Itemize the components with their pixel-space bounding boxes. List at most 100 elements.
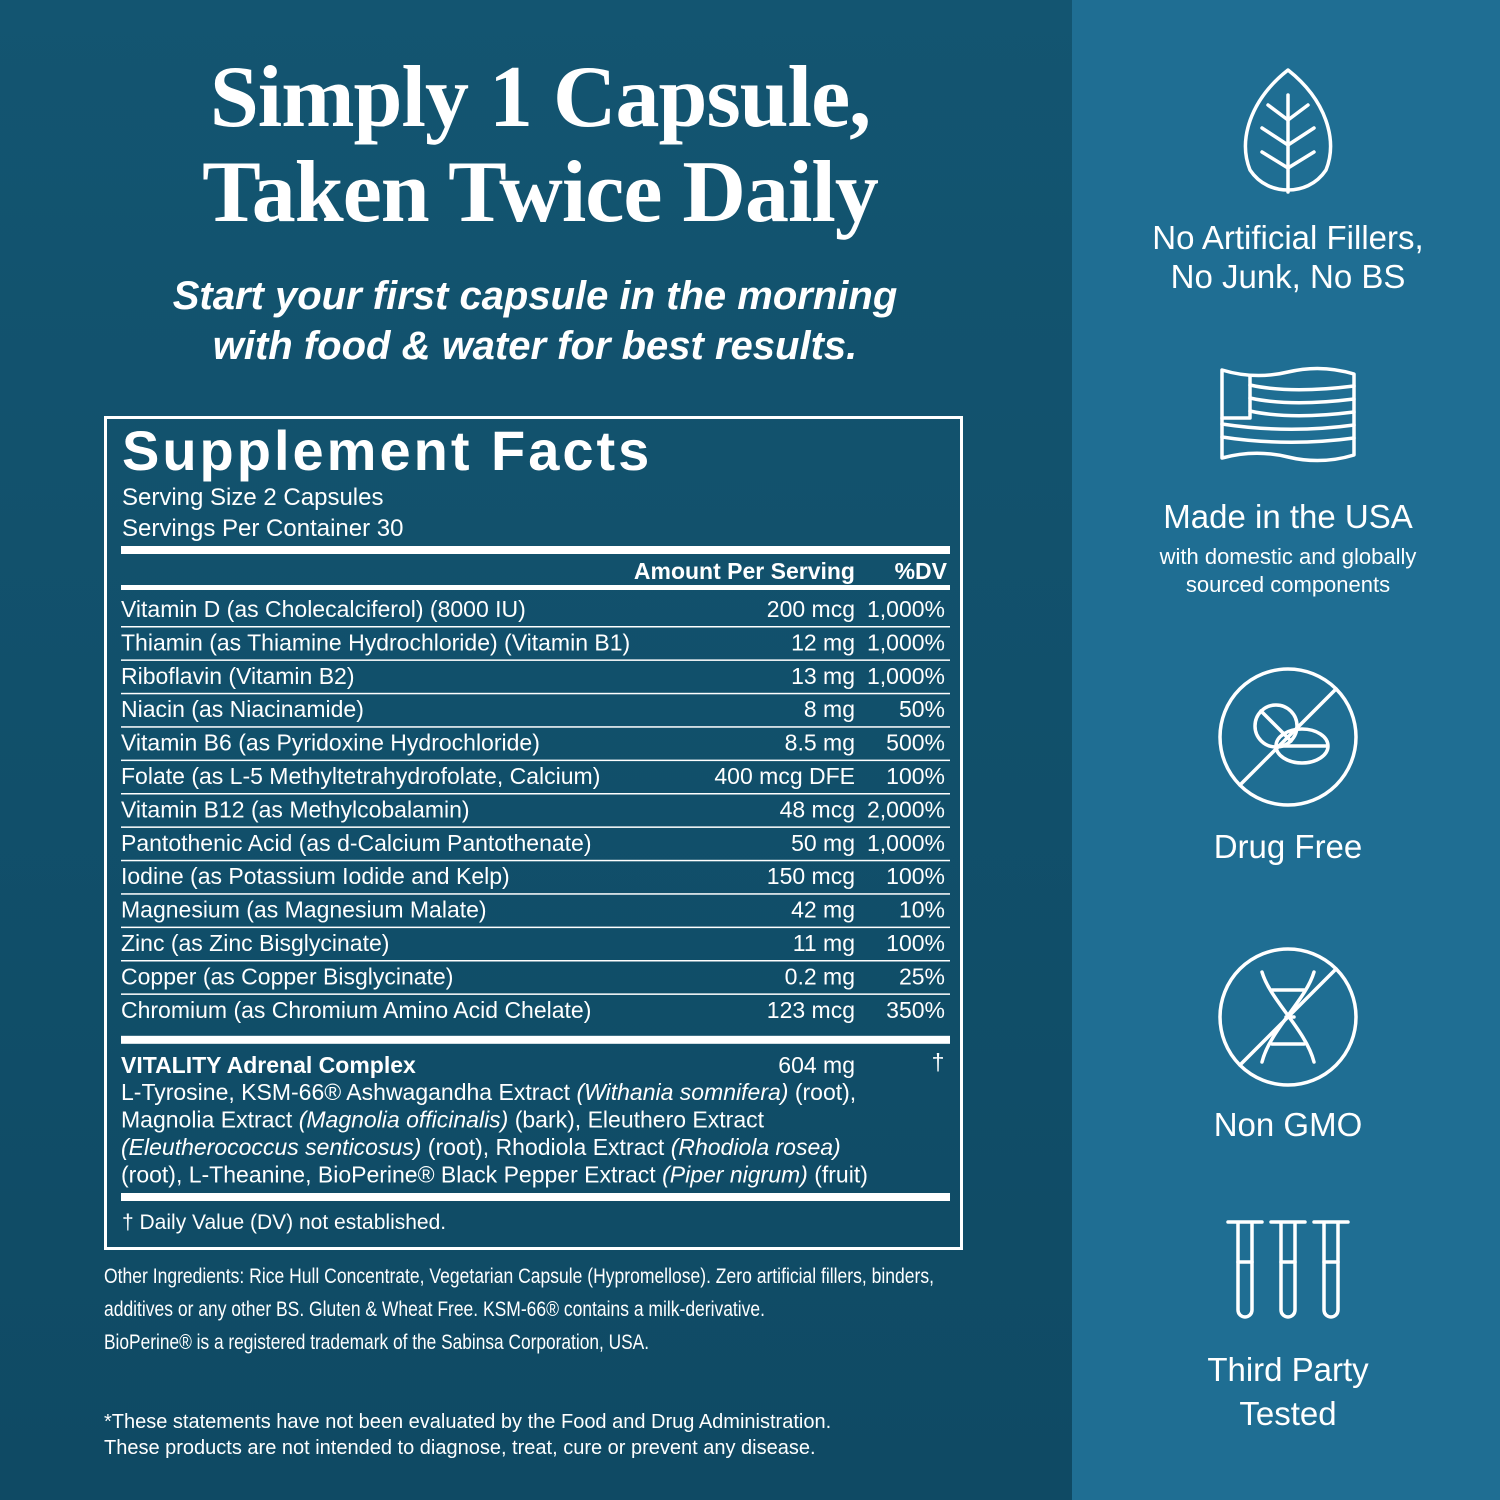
- divider: [121, 759, 950, 762]
- nutrient-dv: 50%: [899, 696, 945, 722]
- headline: Taken Twice Daily: [202, 144, 879, 241]
- divider: [121, 960, 950, 962]
- nutrient-name: Vitamin B6 (as Pyridoxine Hydrochloride): [121, 730, 540, 756]
- feature-subtitle: with domestic and globally: [1159, 544, 1417, 569]
- nutrient-amount: 150 mcg: [767, 863, 855, 889]
- feature-title: Non GMO: [1214, 1106, 1363, 1143]
- nutrient-amount: 11 mg: [793, 930, 855, 956]
- divider: [121, 993, 950, 995]
- description-segment: (Piper nigrum): [662, 1162, 808, 1188]
- feature-title: Tested: [1239, 1395, 1336, 1432]
- flag-icon: [1220, 366, 1356, 463]
- description-segment: (fruit): [808, 1162, 868, 1188]
- divider: [121, 692, 950, 695]
- test-tubes-icon: [1226, 1220, 1350, 1319]
- nutrient-dv: 1,000%: [867, 830, 945, 856]
- nutrient-amount: 48 mcg: [780, 796, 855, 822]
- nutrient-amount: 400 mcg DFE: [714, 763, 855, 789]
- nutrient-name: Zinc (as Zinc Bisglycinate): [121, 930, 389, 956]
- complex-description: L-Tyrosine, KSM-66® Ashwagandha Extract …: [121, 1079, 856, 1105]
- footnote: † Daily Value (DV) not established.: [122, 1211, 446, 1234]
- other-ingredients: Other Ingredients: Rice Hull Concentrate…: [104, 1265, 934, 1288]
- nutrient-name: Magnesium (as Magnesium Malate): [121, 897, 487, 923]
- complex-description: Magnolia Extract (Magnolia officinalis) …: [121, 1107, 765, 1133]
- description-segment: (Eleutherococcus senticosus): [121, 1134, 421, 1160]
- nutrient-name: Riboflavin (Vitamin B2): [121, 663, 355, 689]
- divider: [121, 793, 950, 795]
- divider: [121, 585, 950, 590]
- nutrient-amount: 42 mg: [791, 897, 855, 923]
- nutrient-amount: 50 mg: [791, 830, 855, 856]
- complex-description: (root), L-Theanine, BioPerine® Black Pep…: [121, 1162, 868, 1188]
- nutrient-dv: 25%: [899, 963, 945, 989]
- divider: [121, 546, 950, 554]
- feature-title: No Junk, No BS: [1171, 258, 1406, 295]
- non-gmo-icon: [1218, 947, 1358, 1087]
- amount-header: Amount Per Serving: [634, 558, 855, 584]
- nutrient-name: Pantothenic Acid (as d-Calcium Pantothen…: [121, 830, 592, 856]
- divider: [121, 1193, 950, 1201]
- other-ingredients: additives or any other BS. Gluten & Whea…: [104, 1298, 765, 1321]
- subhead: with food & water for best results.: [213, 324, 858, 368]
- nutrient-dv: 1,000%: [867, 663, 945, 689]
- nutrient-dv: 100%: [886, 930, 945, 956]
- feature-title: Made in the USA: [1163, 498, 1412, 535]
- disclaimer: *These statements have not been evaluate…: [104, 1411, 831, 1433]
- divider: [121, 859, 950, 862]
- divider: [121, 726, 950, 728]
- description-segment: (root), Rhodiola Extract: [421, 1134, 670, 1160]
- nutrient-dv: 500%: [886, 730, 945, 756]
- complex-amount: 604 mg: [778, 1052, 855, 1078]
- nutrient-dv: 350%: [886, 997, 945, 1023]
- nutrient-name: Copper (as Copper Bisglycinate): [121, 963, 453, 989]
- nutrient-amount: 0.2 mg: [785, 963, 855, 989]
- facts-title: Supplement Facts: [122, 419, 652, 482]
- nutrient-name: Folate (as L-5 Methyltetrahydrofolate, C…: [121, 763, 600, 789]
- description-segment: Magnolia Extract: [121, 1107, 299, 1133]
- complex-description: (Eleutherococcus senticosus) (root), Rho…: [121, 1134, 841, 1160]
- drug-free-icon: [1218, 667, 1358, 807]
- feature-title: No Artificial Fillers,: [1152, 219, 1423, 256]
- nutrient-amount: 8.5 mg: [785, 730, 855, 756]
- nutrient-name: Niacin (as Niacinamide): [121, 696, 364, 722]
- divider: [121, 626, 950, 628]
- nutrient-name: Thiamin (as Thiamine Hydrochloride) (Vit…: [121, 629, 630, 655]
- nutrient-name: Chromium (as Chromium Amino Acid Chelate…: [121, 997, 591, 1023]
- description-segment: (root), L-Theanine, BioPerine® Black Pep…: [121, 1162, 662, 1188]
- disclaimer: These products are not intended to diagn…: [104, 1437, 816, 1459]
- nutrient-dv: 100%: [886, 863, 945, 889]
- description-segment: (Withania somnifera): [576, 1079, 788, 1105]
- description-segment: L-Tyrosine, KSM-66® Ashwagandha Extract: [121, 1079, 576, 1105]
- nutrient-dv: 1,000%: [867, 596, 945, 622]
- description-segment: (root),: [788, 1079, 856, 1105]
- other-ingredients: BioPerine® is a registered trademark of …: [104, 1331, 649, 1354]
- nutrient-dv: 100%: [886, 763, 945, 789]
- divider: [121, 659, 950, 661]
- nutrient-dv: 10%: [899, 897, 945, 923]
- description-segment: (Magnolia officinalis): [299, 1107, 509, 1133]
- nutrient-name: Iodine (as Potassium Iodide and Kelp): [121, 863, 510, 889]
- complex-name: VITALITY Adrenal Complex: [121, 1052, 416, 1078]
- subhead: Start your first capsule in the morning: [173, 274, 898, 318]
- nutrient-amount: 12 mg: [791, 629, 855, 655]
- nutrient-amount: 8 mg: [804, 696, 855, 722]
- description-segment: (Rhodiola rosea): [671, 1134, 841, 1160]
- nutrient-dv: 2,000%: [867, 796, 945, 822]
- right-background: [1072, 0, 1500, 1500]
- divider: [121, 926, 950, 929]
- divider: [121, 1035, 950, 1044]
- servings-per-container: Servings Per Container 30: [122, 515, 403, 542]
- dv-header: %DV: [895, 558, 948, 584]
- description-segment: (bark), Eleuthero Extract: [508, 1107, 764, 1133]
- nutrient-amount: 200 mcg: [767, 596, 855, 622]
- nutrient-amount: 123 mcg: [767, 997, 855, 1023]
- leaf-icon: [1243, 68, 1333, 194]
- nutrient-dv: 1,000%: [867, 629, 945, 655]
- divider: [121, 826, 950, 828]
- nutrient-name: Vitamin B12 (as Methylcobalamin): [121, 796, 470, 822]
- serving-size: Serving Size 2 Capsules: [122, 484, 383, 511]
- facts-box: [104, 416, 963, 1250]
- feature-subtitle: sourced components: [1186, 572, 1390, 597]
- complex-dv: †: [932, 1049, 945, 1075]
